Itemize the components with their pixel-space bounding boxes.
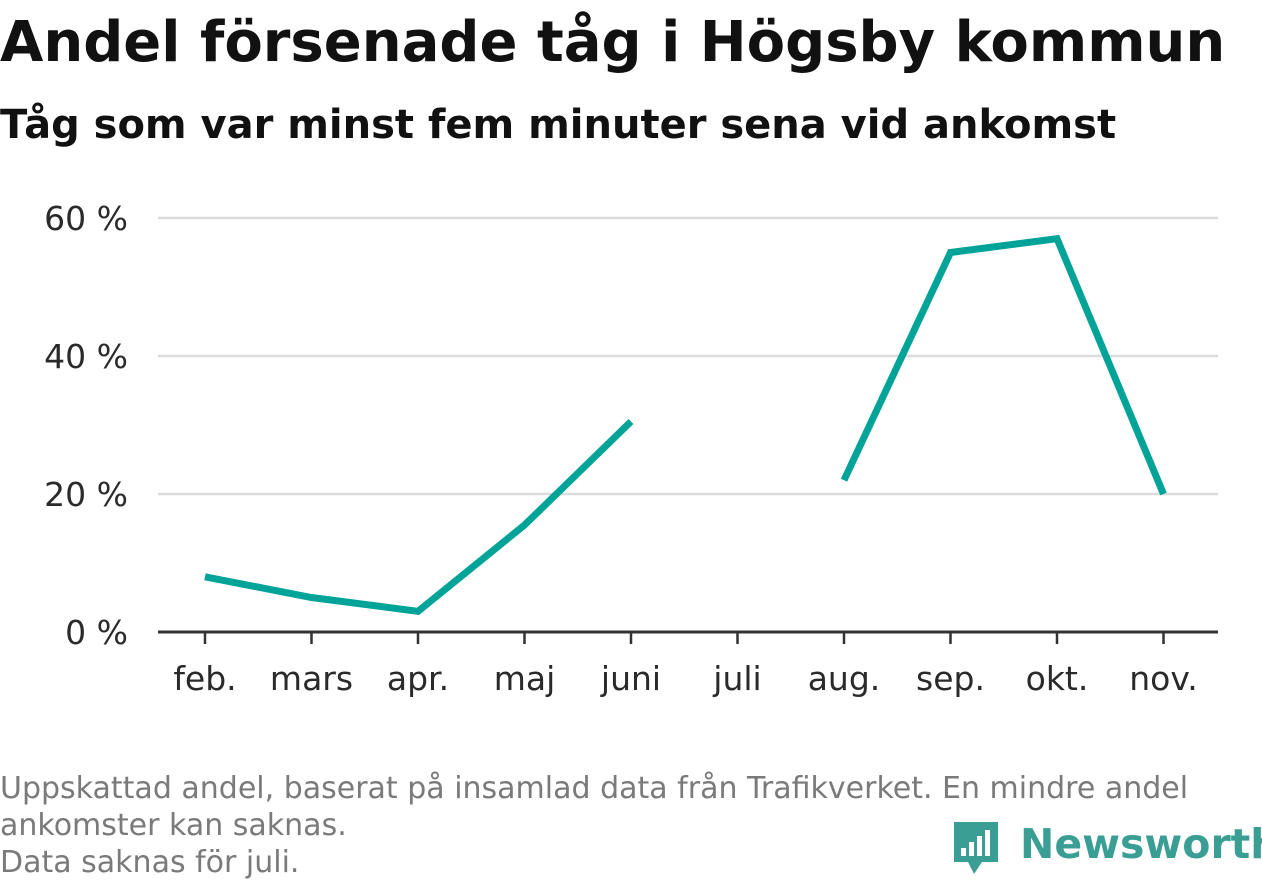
line-chart: 0 % 20 % 40 % 60 % feb. mars apr. maj juni juli a… xyxy=(44,199,1218,698)
x-tick-label: nov. xyxy=(1129,659,1198,698)
footer-note-line: Data saknas för juli. xyxy=(0,845,300,880)
series-line xyxy=(204,419,634,615)
y-axis: 0 % 20 % 40 % 60 % xyxy=(44,199,128,652)
x-axis: feb. mars apr. maj juni juli aug. sep. okt. nov. xyxy=(158,630,1218,698)
footer-note-line: ankomster kan saknas. xyxy=(0,808,347,843)
grid-lines xyxy=(158,216,1218,496)
y-tick-label: 60 % xyxy=(44,199,128,238)
x-tick-label: sep. xyxy=(916,659,985,698)
chart-title: Andel försenade tåg i Högsby kommun xyxy=(0,10,1226,75)
chart-subtitle: Tåg som var minst fem minuter sena vid a… xyxy=(0,102,1117,148)
footer-note-line: Uppskattad andel, baserat på insamlad da… xyxy=(0,771,1189,806)
y-tick-label: 0 % xyxy=(65,613,128,652)
y-tick-label: 20 % xyxy=(44,475,128,514)
x-tick-label: mars xyxy=(270,659,353,698)
x-tick-label: apr. xyxy=(387,659,449,698)
x-tick-label: juli xyxy=(712,659,761,698)
series-line xyxy=(840,234,1167,496)
y-tick-label: 40 % xyxy=(44,337,128,376)
x-tick-label: feb. xyxy=(173,659,236,698)
x-tick-label: juni xyxy=(600,659,661,698)
newsworthy-logo-icon xyxy=(954,822,998,874)
brand-name: Newsworthy xyxy=(1020,820,1262,868)
series-lines xyxy=(204,234,1167,615)
x-tick-label: aug. xyxy=(808,659,881,698)
x-tick-label: okt. xyxy=(1026,659,1089,698)
x-tick-label: maj xyxy=(494,659,556,698)
footer-note: Uppskattad andel, baserat på insamlad da… xyxy=(0,770,1250,881)
